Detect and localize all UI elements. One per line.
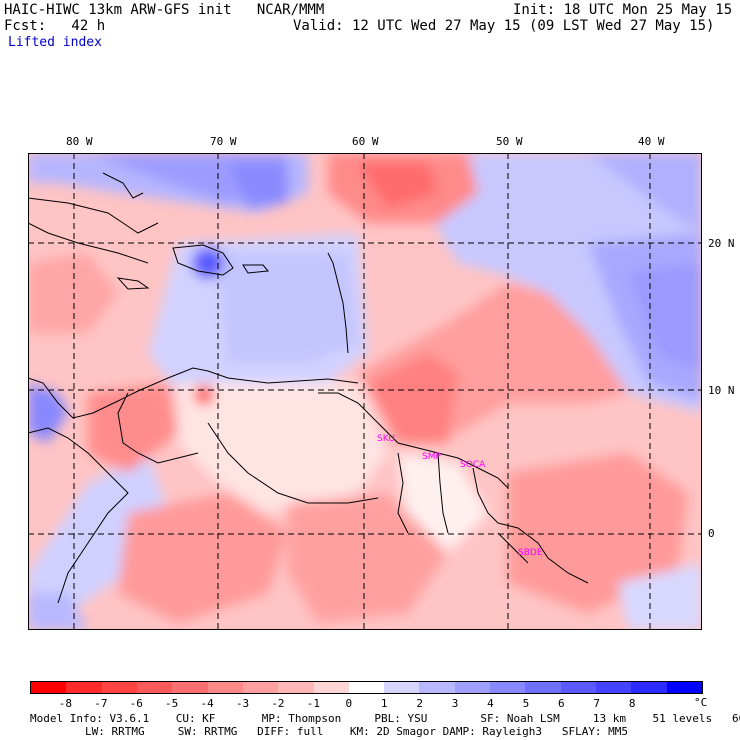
model-info-line2: LW: RRTMG SW: RRTMG DIFF: full KM: 2D Sm…	[85, 725, 629, 738]
lat-label-20n: 20 N	[708, 237, 735, 250]
colorbar-tick-label: 2	[416, 697, 423, 710]
colorbar-cell	[560, 682, 596, 693]
colorbar-tick-label: -1	[306, 697, 320, 710]
colorbar-tick-label: 6	[558, 697, 565, 710]
init-time: Init: 18 UTC Mon 25 May 15	[513, 2, 733, 18]
colorbar-cell	[454, 682, 491, 693]
colorbar-unit: °C	[694, 696, 708, 709]
colorbar-cell	[596, 682, 632, 693]
colorbar-cell	[101, 682, 137, 693]
colorbar-tick-label: -4	[200, 697, 214, 710]
station-smp: SMP	[422, 452, 441, 462]
field-name: Lifted index	[8, 35, 102, 50]
station-sku: SKU	[377, 434, 395, 444]
map-svg: SKU SMP SOCA SBDE	[27, 153, 702, 630]
colorbar-cell	[172, 682, 208, 693]
colorbar-tick-label: 5	[522, 697, 530, 710]
colorbar-cell	[207, 682, 243, 693]
colorbar-tick-label: -2	[271, 697, 285, 710]
colorbar-tick-label: 8	[628, 697, 636, 710]
colorbar-tick-label: -5	[165, 697, 179, 710]
colorbar-cell	[384, 682, 420, 693]
colorbar-tick-label: -3	[235, 697, 250, 710]
model-info-line1: Model Info: V3.6.1 CU: KF MP: Thompson P…	[30, 712, 740, 725]
colorbar-cell	[278, 682, 314, 693]
map-frame	[28, 153, 702, 630]
colorbar-cell	[242, 682, 279, 693]
station-markers: SKU SMP SOCA SBDE	[377, 434, 543, 558]
colorbar-tick-label: 0	[345, 697, 353, 710]
lifted-index-map: SKU SMP SOCA SBDE	[27, 153, 702, 630]
valid-time: Valid: 12 UTC Wed 27 May 15 (09 LST Wed …	[293, 18, 715, 34]
colorbar-cell	[419, 682, 455, 693]
colorbar-cell	[136, 682, 173, 693]
forecast-hour: Fcst: 42 h	[4, 18, 106, 34]
lon-label-40w: 40 W	[638, 135, 665, 148]
colorbar-tick-label: -8	[58, 697, 73, 710]
lon-label-60w: 60 W	[352, 135, 379, 148]
lat-label-0: 0	[708, 527, 715, 540]
colorbar-cell	[31, 682, 67, 693]
colorbar-tick-label: 7	[593, 697, 601, 710]
colorbar-cell	[348, 682, 385, 693]
colorbar-tick-label: -7	[94, 697, 108, 710]
lat-label-10n: 10 N	[708, 384, 735, 397]
lon-label-80w: 80 W	[66, 135, 93, 148]
station-sbde: SBDE	[518, 548, 543, 558]
coastlines	[27, 172, 589, 604]
lon-label-50w: 50 W	[496, 135, 523, 148]
field-shading	[28, 153, 702, 630]
colorbar-cell	[313, 682, 349, 693]
colorbar-tick-label: -6	[129, 697, 143, 710]
colorbar-cell	[631, 682, 667, 693]
station-soca: SOCA	[460, 460, 486, 470]
colorbar-cell	[525, 682, 561, 693]
colorbar-tick-label: 1	[380, 697, 388, 710]
colorbar	[30, 681, 703, 694]
colorbar-cell	[490, 682, 526, 693]
colorbar-tick-label: 3	[451, 697, 459, 710]
colorbar-cell	[666, 682, 702, 693]
lon-label-70w: 70 W	[210, 135, 237, 148]
colorbar-cell	[66, 682, 102, 693]
colorbar-tick-label: 4	[487, 697, 494, 710]
product-title: HAIC-HIWC 13km ARW-GFS init NCAR/MMM	[4, 2, 325, 18]
